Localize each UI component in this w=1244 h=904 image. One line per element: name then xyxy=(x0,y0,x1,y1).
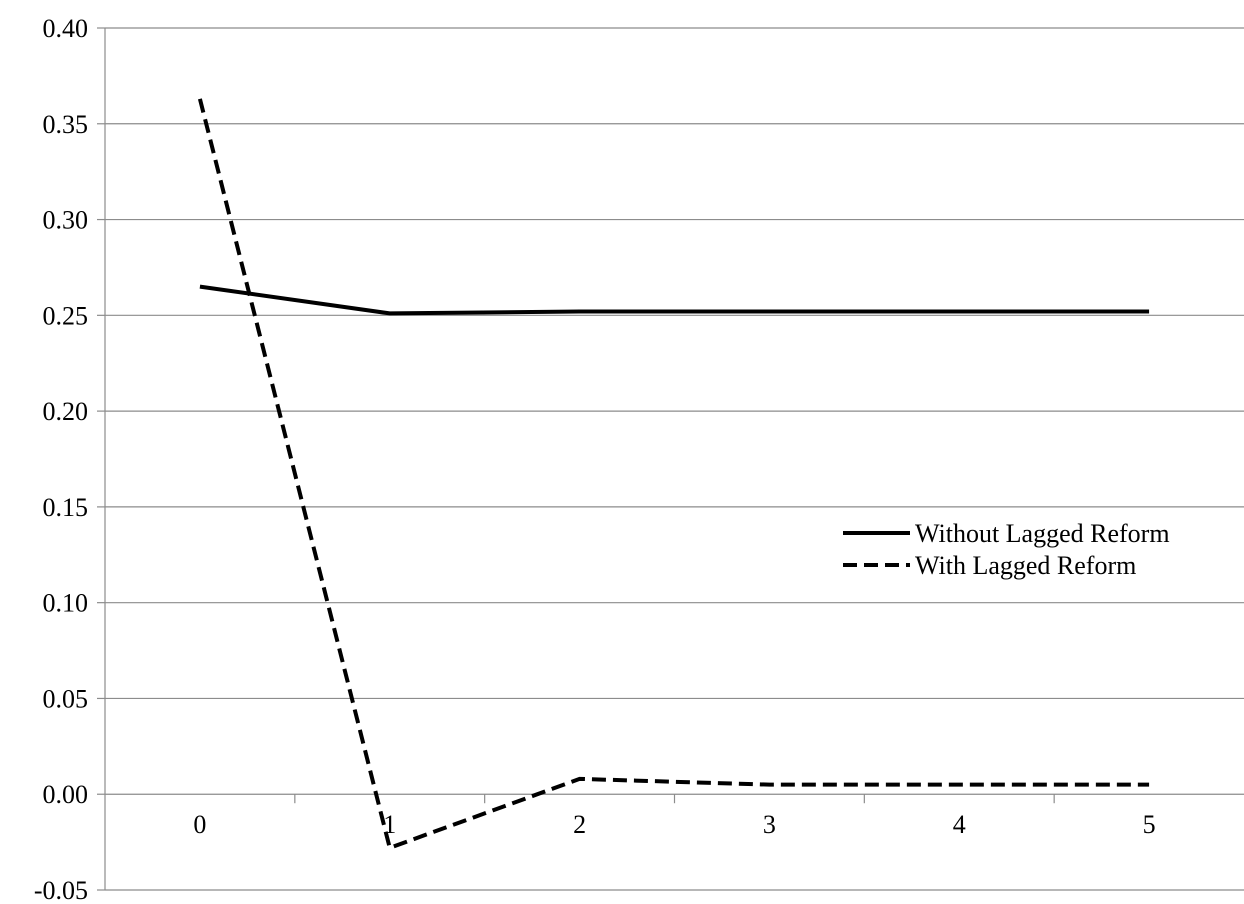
legend: Without Lagged Reform With Lagged Reform xyxy=(843,519,1170,580)
y-tick-label: 0.40 xyxy=(43,14,89,43)
tick-labels: -0.05 0.00 0.05 0.10 0.15 0.20 0.25 0.30 0.35 0.4… xyxy=(34,14,1156,904)
y-tick-label: 0.20 xyxy=(43,397,89,426)
y-tick-label: -0.05 xyxy=(34,876,88,904)
legend-label-2: With Lagged Reform xyxy=(915,551,1136,580)
x-tick-label: 2 xyxy=(573,810,586,839)
y-tick-label: 0.25 xyxy=(43,301,89,330)
gridlines xyxy=(105,27,1244,891)
x-tick-label: 0 xyxy=(193,810,206,839)
series-line-2 xyxy=(197,98,1150,851)
x-tick-label: 1 xyxy=(383,810,396,839)
axes xyxy=(97,27,1244,891)
legend-label-1: Without Lagged Reform xyxy=(915,519,1170,548)
y-tick-label: 0.10 xyxy=(43,589,89,618)
x-tick-label: 5 xyxy=(1143,810,1156,839)
x-tick-label: 4 xyxy=(953,810,966,839)
series-lines xyxy=(197,98,1150,851)
y-tick-label: 0.15 xyxy=(43,493,89,522)
series-line-1 xyxy=(199,284,1150,316)
y-tick-label: 0.30 xyxy=(43,206,89,235)
y-tick-label: 0.05 xyxy=(43,684,89,713)
y-tick-label: 0.35 xyxy=(43,110,89,139)
x-tick-label: 3 xyxy=(763,810,776,839)
y-tick-label: 0.00 xyxy=(43,780,89,809)
